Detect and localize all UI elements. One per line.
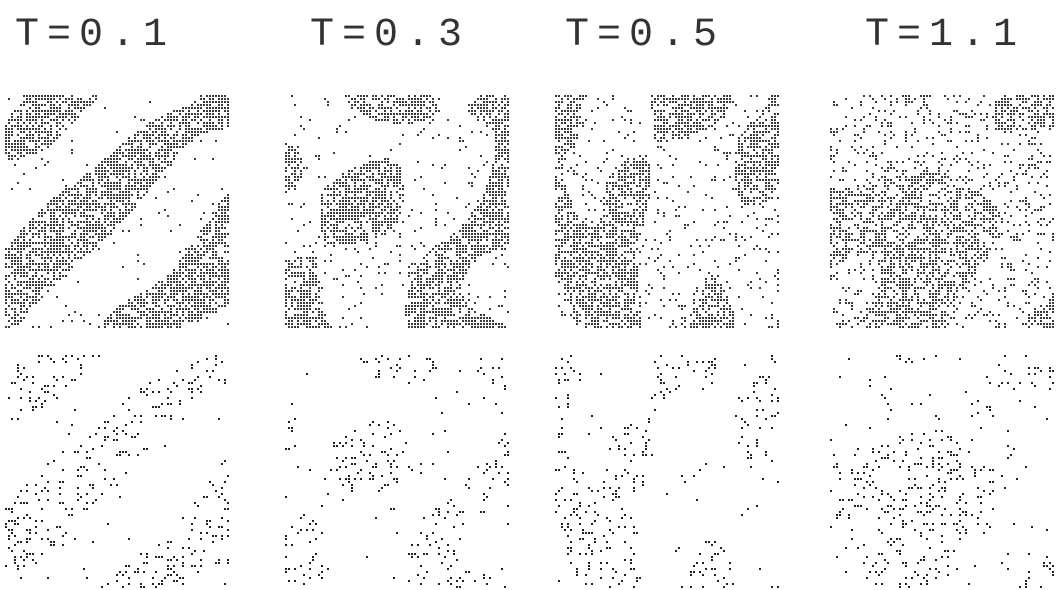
panel-label: T=0.3: [310, 13, 470, 58]
panel-label: T=0.5: [565, 13, 725, 58]
figure: T=0.1 T=0.3 T=0.5 T=1.1: [0, 0, 1056, 590]
panel-label: T=0.1: [15, 13, 175, 58]
panel-label: T=1.1: [865, 13, 1025, 58]
